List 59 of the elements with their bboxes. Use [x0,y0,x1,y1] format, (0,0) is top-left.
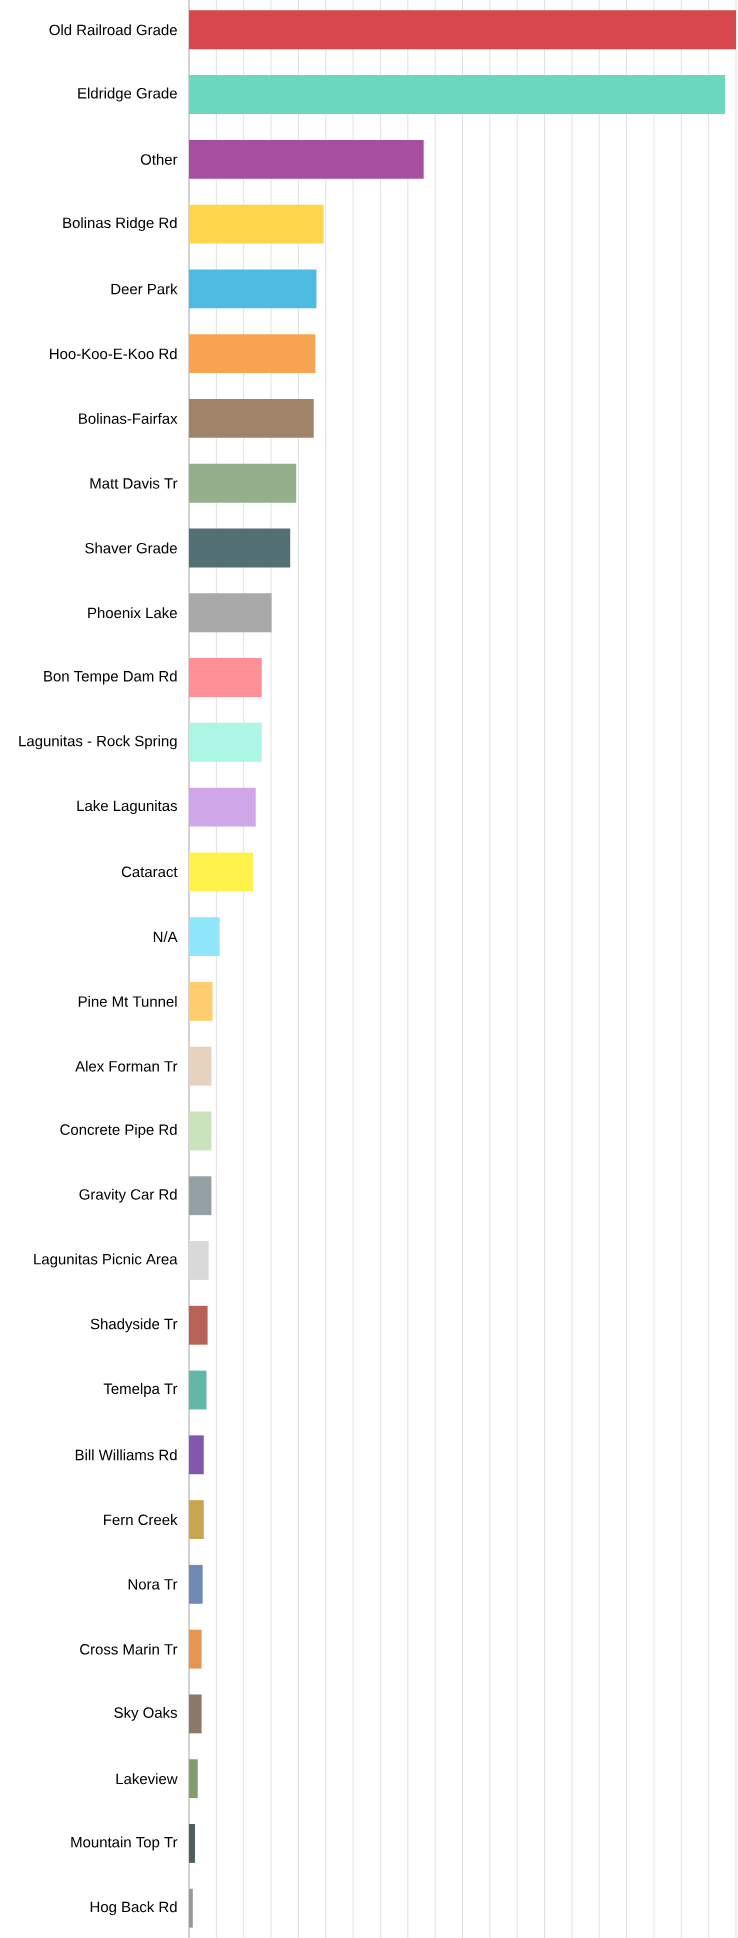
bar [189,10,737,50]
bar [189,463,297,503]
bar [189,334,316,374]
y-tick-label: Other [140,153,178,165]
bar [189,1629,202,1669]
y-tick-label: Bolinas-Fairfax [79,412,178,424]
y-tick-label: Mountain Top Tr [71,1836,178,1851]
bar [189,1888,193,1928]
bar [189,528,291,568]
y-tick-label: Cataract [121,866,178,878]
y-tick-label: Pine Mt Tunnel [78,995,177,1007]
bar [189,269,317,309]
y-tick-label: Hoo-Koo-E-Koo Rd [50,348,177,360]
y-tick-label: Bill Williams Rd [75,1449,177,1461]
y-tick-label: Old Railroad Grade [49,24,177,36]
y-tick-label: Sky Oaks [114,1706,178,1721]
y-tick-label: Bon Tempe Dam Rd [44,670,177,685]
y-tick-label: Alex Forman Tr [75,1060,178,1072]
bar [189,1111,212,1151]
y-tick-label: Phoenix Lake [88,607,177,619]
bar [189,204,324,244]
y-tick-label: Cross Marin Tr [80,1643,178,1655]
bar [189,981,213,1021]
y-tick-label: Hog Back Rd [90,1901,177,1916]
bar [189,1241,209,1280]
y-tick-label: Lagunitas - Rock Spring [19,735,177,750]
bar [189,1370,207,1410]
y-tick-label: Bolinas Ridge Rd [63,217,177,232]
bar [189,139,424,179]
y-tick-label: Lakeview [116,1773,178,1785]
bar [189,1305,208,1345]
y-tick-label: Shaver Grade [85,542,177,554]
y-tick-label: Temelpa Tr [103,1383,178,1397]
bar [189,1564,203,1604]
bar [189,1500,204,1540]
y-tick-label: Fern Creek [104,1514,178,1526]
bar [189,917,220,957]
y-tick-label: Nora Tr [128,1579,178,1590]
bar [189,658,262,697]
bar [189,1824,196,1863]
bar [189,1046,212,1086]
bar [189,1694,202,1734]
y-tick-label: N/A [153,931,178,943]
y-tick-label: Shadyside Tr [90,1318,178,1333]
bar [189,852,253,892]
y-tick-label: Concrete Pipe Rd [60,1123,177,1138]
bar [189,1176,212,1216]
y-tick-label: Lake Lagunitas [77,800,177,815]
bar [189,722,262,762]
y-tick-label: Matt Davis Tr [90,477,178,489]
bar [189,1759,198,1799]
bar [189,75,726,114]
bar [189,1435,204,1475]
bar [189,398,314,438]
y-tick-label: Eldridge Grade [78,87,177,102]
y-tick-label: Lagunitas Picnic Area [34,1253,178,1268]
y-tick-label: Gravity Car Rd [79,1188,177,1203]
y-tick-label: Deer Park [111,283,178,295]
bar [189,787,256,827]
